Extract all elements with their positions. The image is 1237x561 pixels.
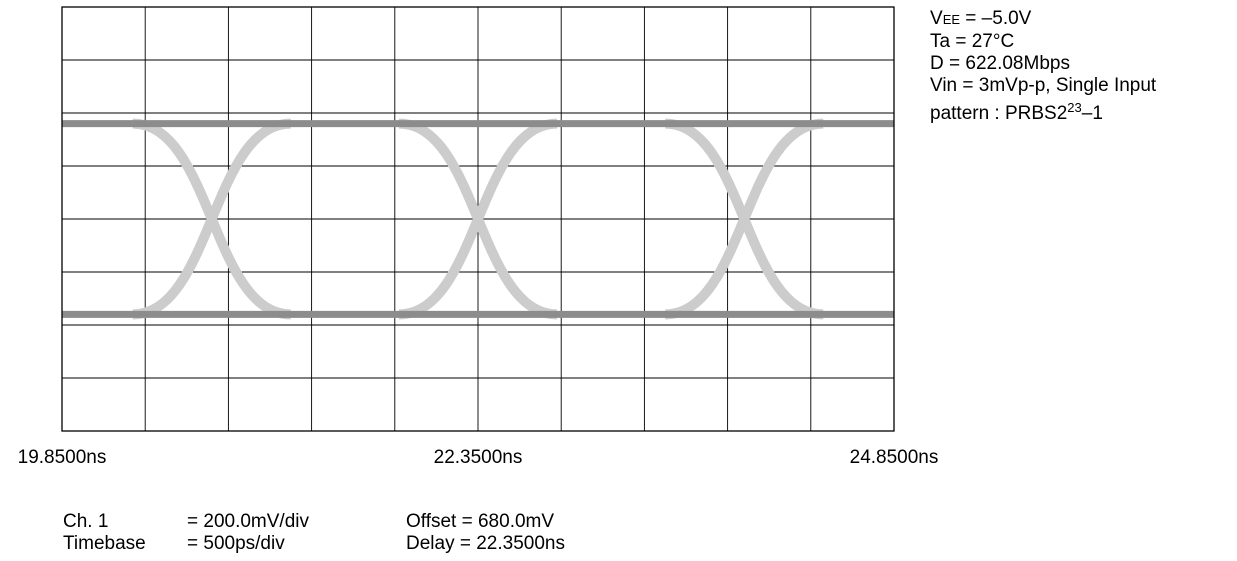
x-tick-label: 22.3500ns — [434, 447, 523, 468]
vee-condition: VEE = –5.0V — [930, 8, 1156, 31]
scope-settings-right: Offset = 680.0mV Delay = 22.3500ns — [406, 511, 565, 555]
x-tick-labels: 19.8500ns 22.3500ns 24.8500ns — [18, 447, 939, 468]
pattern-condition: pattern : PRBS223–1 — [930, 97, 1156, 125]
offset-setting: Offset = 680.0mV — [406, 511, 565, 533]
x-tick-label: 24.8500ns — [850, 447, 939, 468]
timebase-scale: Timebase = 500ps/div — [63, 533, 309, 555]
test-conditions: VEE = –5.0V Ta = 27°C D = 622.08Mbps Vin… — [930, 8, 1156, 125]
delay-setting: Delay = 22.3500ns — [406, 533, 565, 555]
scope-settings-left: Ch. 1 = 200.0mV/div Timebase = 500ps/div — [63, 511, 309, 555]
x-tick-label: 19.8500ns — [18, 447, 107, 468]
ch1-scale: Ch. 1 = 200.0mV/div — [63, 511, 309, 533]
temperature-condition: Ta = 27°C — [930, 31, 1156, 53]
input-condition: Vin = 3mVp-p, Single Input — [930, 75, 1156, 97]
data-rate-condition: D = 622.08Mbps — [930, 53, 1156, 75]
